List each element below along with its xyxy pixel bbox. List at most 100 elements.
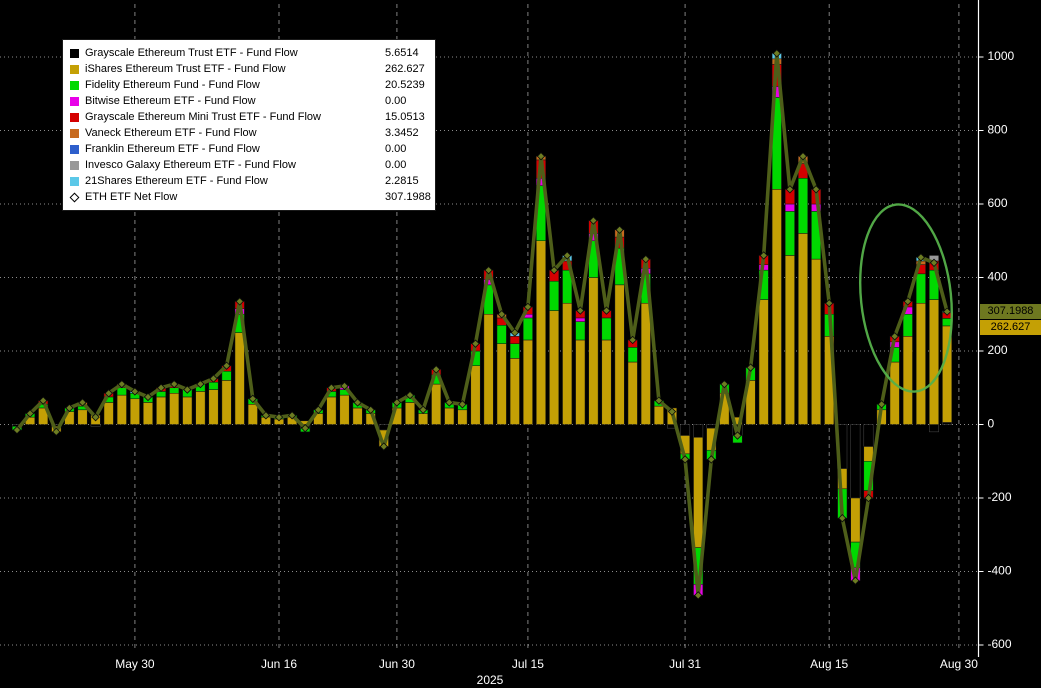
y-tick-label: 600 [988, 196, 1008, 210]
bar-segment-ish [326, 396, 337, 425]
net-flow-diamond-marker [287, 411, 297, 420]
net-flow-diamond-marker [694, 591, 703, 600]
net-flow-diamond-marker [563, 251, 572, 260]
legend-series-label: Fidelity Ethereum Fund - Fund Flow [85, 79, 260, 91]
net-flow-diamond-marker [471, 339, 480, 348]
legend-series-value: 2.2815 [385, 175, 419, 187]
net-flow-diamond-marker [916, 253, 926, 262]
legend-color-chip-icon [70, 176, 79, 186]
net-flow-diamond-marker [680, 455, 690, 464]
bar-segment-fid [208, 381, 219, 390]
y-tick-label: 200 [988, 343, 1008, 357]
legend-item: ETH ETF Net Flow 307.1988 [69, 189, 431, 205]
y-tick-label: 0 [988, 417, 995, 431]
net-flow-diamond-marker [929, 258, 939, 267]
net-flow-diamond-marker [314, 405, 323, 414]
net-flow-diamond-marker [183, 385, 192, 394]
net-flow-diamond-marker [432, 365, 441, 374]
bar-segment-ish [811, 258, 822, 425]
legend-item: Grayscale Ethereum Trust ETF - Fund Flow… [70, 45, 427, 61]
bar-segment-gs [929, 424, 939, 433]
net-flow-diamond-marker [759, 251, 768, 260]
net-flow-diamond-marker [589, 216, 598, 225]
net-flow-diamond-marker [851, 576, 860, 585]
legend-series-value: 15.0513 [385, 111, 425, 123]
net-flow-diamond-marker [628, 335, 637, 345]
y-tick-label: -400 [988, 564, 1012, 578]
bar-segment-ish [405, 402, 415, 425]
legend-series-label: iShares Ethereum Trust ETF - Fund Flow [85, 63, 286, 75]
bar-segment-ish [863, 446, 874, 462]
net-flow-diamond-marker [536, 152, 546, 161]
annotation-ellipse-icon [858, 203, 954, 393]
net-flow-diamond-marker [654, 396, 664, 405]
bar-segment-fid [627, 347, 638, 363]
legend-color-chip-icon [70, 144, 79, 154]
net-flow-diamond-marker [209, 374, 218, 383]
legend-item: Vaneck Ethereum ETF - Fund Flow 3.3452 [70, 125, 427, 141]
bar-segment-ish [77, 409, 88, 425]
legend-color-chip-icon [70, 48, 79, 58]
bar-segment-ish [208, 389, 219, 425]
bar-segment-ish [156, 396, 167, 425]
bar-segment-ish [588, 277, 599, 425]
x-tick-label: Aug 15 [810, 657, 848, 671]
net-flow-diamond-marker [301, 424, 310, 433]
legend-color-chip-icon [70, 128, 79, 138]
bar-segment-ish [758, 299, 769, 425]
net-flow-diamond-marker [196, 379, 205, 389]
net-flow-diamond-marker [733, 431, 742, 440]
legend-series-label: Invesco Galaxy Ethereum ETF - Fund Flow [85, 159, 296, 171]
net-flow-diamond-marker [615, 225, 624, 234]
x-tick-label: May 30 [115, 657, 155, 671]
legend-series-label: ETH ETF Net Flow [85, 191, 178, 203]
net-flow-diamond-marker [104, 389, 113, 398]
bar-segment-fid [116, 387, 127, 396]
net-flow-diamond-marker [942, 307, 952, 316]
legend-series-label: Grayscale Ethereum Trust ETF - Fund Flow [85, 47, 298, 59]
legend-item: Bitwise Ethereum ETF - Fund Flow 0.00 [70, 93, 427, 109]
bar-segment-ish [457, 409, 468, 425]
legend-item: iShares Ethereum Trust ETF - Fund Flow 26… [70, 61, 427, 77]
net-flow-diamond-marker [130, 387, 140, 396]
bar-segment-ish [771, 189, 782, 425]
bar-segment-bit [575, 317, 586, 322]
net-flow-diamond-marker [785, 185, 795, 194]
bar-segment-fid [549, 280, 560, 311]
bar-segment-ish [549, 310, 560, 425]
y-tick-label: 1000 [988, 49, 1015, 63]
net-flow-diamond-marker [170, 379, 179, 389]
bar-segment-ish [614, 284, 625, 425]
bar-segment-fid [575, 321, 586, 341]
legend-item: Invesco Galaxy Ethereum ETF - Fund Flow 0… [70, 157, 427, 173]
bar-segment-ish [483, 314, 494, 425]
ishares-value-tag: 262.627 [980, 320, 1041, 335]
net-flow-diamond-icon [69, 192, 80, 202]
legend-color-chip-icon [70, 80, 79, 90]
bar-segment-ish [522, 339, 533, 425]
legend-item: 21Shares Ethereum ETF - Fund Flow 2.2815 [70, 173, 427, 189]
bar-segment-ish [247, 404, 258, 425]
bar-segment-ish [915, 302, 926, 425]
bar-segment-ish [234, 332, 245, 425]
net-flow-diamond-marker [327, 383, 336, 392]
bar-segment-ish [143, 402, 153, 425]
net-flow-diamond-marker [143, 392, 153, 402]
net-flow-diamond-marker [12, 425, 22, 435]
net-flow-diamond-marker [772, 49, 781, 58]
legend-series-value: 5.6514 [385, 47, 419, 59]
bar-segment-ish [653, 405, 664, 425]
bar-segment-fid [601, 317, 612, 341]
x-tick-label: Jun 30 [379, 657, 415, 671]
y-tick-label: 800 [988, 123, 1008, 137]
legend-series-value: 262.627 [385, 63, 425, 75]
bar-segment-gs [680, 424, 691, 436]
net-flow-diamond-marker [825, 299, 834, 308]
net-flow-diamond-marker [405, 390, 415, 400]
net-flow-diamond-marker [667, 407, 677, 416]
legend-item: Franklin Ethereum ETF - Fund Flow 0.00 [70, 141, 427, 157]
net-flow-diamond-marker [811, 185, 821, 194]
net-flow-diamond-marker [39, 396, 48, 405]
bar-segment-ish [575, 339, 586, 425]
net-flow-diamond-marker [274, 412, 284, 422]
